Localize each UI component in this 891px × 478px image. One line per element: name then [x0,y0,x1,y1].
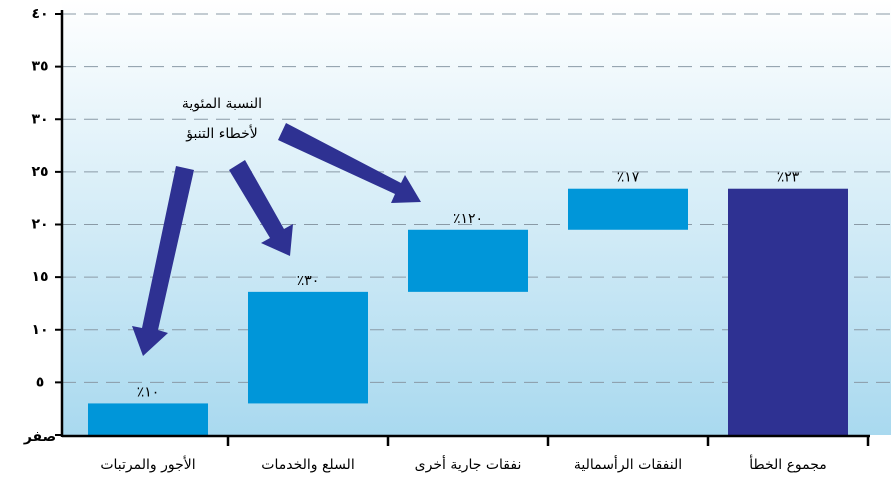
x-tick-label: النفقات الرأسمالية [574,455,682,473]
bar-label: ٪١٠ [137,384,160,400]
bar [88,403,208,435]
bar-label: ٪١٢٠ [453,211,483,227]
x-tick-label: السلع والخدمات [261,457,354,473]
annotation: لأخطاء التنبؤ [185,124,257,142]
bar-label: ٪١٧ [617,170,640,186]
y-tick-label: ٢٠ [31,217,48,233]
y-tick-label: ٣٠ [31,111,48,127]
y-tick-label: ١٠ [31,322,48,338]
bar [408,229,528,292]
arrows [132,123,421,356]
x-tick-label: نفقات جارية أخرى [415,455,522,473]
arrow [229,160,293,256]
bar [728,188,848,435]
y-tick-label: ٣٥ [31,59,48,75]
bar [248,291,368,404]
y-tick-label: ٥ [36,374,45,390]
x-tick-label: الأجور والمرتبات [100,455,195,473]
x-tick-label: مجموع الخطأ [749,454,827,473]
bars [88,188,848,435]
bar-label: ٪٢٣ [777,170,800,186]
arrow [278,123,421,203]
y-tick-label: صفر [23,429,56,445]
arrow [132,166,194,356]
bar-label: ٪٣٠ [297,273,320,289]
y-tick-label: ١٥ [31,269,48,285]
bar [568,188,688,230]
y-tick-label: ٢٥ [31,164,48,180]
annotation: النسبة المئوية [182,96,262,112]
y-tick-label: ٤٠ [31,6,48,22]
